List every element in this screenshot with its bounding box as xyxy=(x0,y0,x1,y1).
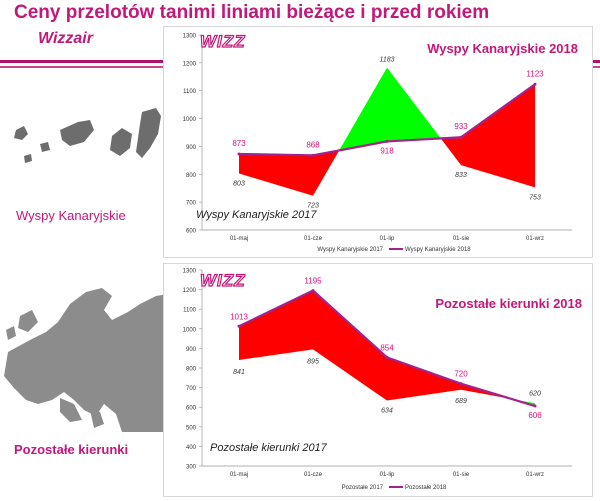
y-tick-label: 1200 xyxy=(183,61,197,67)
difference-area xyxy=(239,153,313,196)
y-tick-label: 700 xyxy=(186,201,197,207)
series-2018-point xyxy=(459,382,463,386)
x-tick-label: 01-maj xyxy=(230,472,248,478)
x-tick-label: 01-wrz xyxy=(526,236,544,242)
data-label-2017: 833 xyxy=(455,172,467,179)
difference-area xyxy=(461,84,535,188)
legend-item-2018: Pozostałe 2018 xyxy=(405,485,447,491)
y-tick-label: 400 xyxy=(186,445,197,451)
x-tick-label: 01-wrz xyxy=(526,472,544,478)
data-label-2018: 854 xyxy=(380,343,394,352)
slide-subtitle: Wizzair xyxy=(38,30,93,47)
y-tick-label: 900 xyxy=(186,145,197,151)
legend-item-2018: Wyspy Kanaryjskie 2018 xyxy=(405,247,471,253)
y-tick-label: 1000 xyxy=(183,327,197,333)
chart-canary-islands: 600 700 800 900 1000 1100 1200 1300 803 723 1183 83… xyxy=(163,26,593,258)
series-2018-point xyxy=(237,324,241,328)
chart-other-svg: 300 400 500 600 700 800 900 1000 1100 1200 1300 841… xyxy=(183,269,582,492)
slide-title: Ceny przelotów tanimi liniami bieżące i … xyxy=(14,2,490,23)
series-2018-point xyxy=(533,404,537,408)
y-tick-label: 1100 xyxy=(183,308,197,314)
series-2018-point xyxy=(533,82,537,86)
chart-title: Wyspy Kanaryjskie 2018 xyxy=(427,41,578,56)
data-label-2017: 895 xyxy=(307,358,319,365)
series-2018-point xyxy=(385,355,389,359)
x-tick-label: 01-cze xyxy=(304,472,323,478)
data-label-2018: 933 xyxy=(454,122,468,131)
data-label-2017: 689 xyxy=(455,398,467,405)
y-tick-label: 800 xyxy=(186,173,197,179)
wizz-logo: WIZZ xyxy=(200,32,246,51)
legend-item-2017: Pozostałe 2017 xyxy=(342,485,384,491)
region-label-other: Pozostałe kierunki xyxy=(14,442,129,457)
chart-title: Pozostałe kierunki 2018 xyxy=(435,296,582,311)
europe-map-icon xyxy=(4,288,168,432)
y-tick-label: 700 xyxy=(186,386,197,392)
y-tick-label: 300 xyxy=(186,465,197,471)
y-tick-label: 1300 xyxy=(183,269,197,275)
series-2018-point xyxy=(459,135,463,139)
y-tick-label: 1300 xyxy=(183,34,197,40)
series-2018-point xyxy=(237,152,241,156)
y-tick-label: 1200 xyxy=(183,288,197,294)
region-label-canary: Wyspy Kanaryjskie xyxy=(16,208,126,223)
data-label-2017: 803 xyxy=(233,180,245,187)
y-tick-label: 900 xyxy=(186,347,197,353)
difference-area xyxy=(387,357,461,401)
series-2017-note: Wyspy Kanaryjskie 2017 xyxy=(196,209,317,221)
data-label-2017: 723 xyxy=(307,203,319,210)
data-label-2018: 873 xyxy=(232,139,246,148)
x-tick-label: 01-lip xyxy=(380,472,395,478)
data-label-2017: 634 xyxy=(381,408,393,415)
x-tick-label: 01-cze xyxy=(304,236,323,242)
data-label-2018: 720 xyxy=(454,370,468,379)
series-2018-point xyxy=(311,289,315,293)
x-tick-label: 01-lip xyxy=(380,236,395,242)
chart-canary-svg: 600 700 800 900 1000 1100 1200 1300 803 723 1183 83… xyxy=(183,31,578,253)
data-label-2018: 1123 xyxy=(526,69,544,78)
x-tick-label: 01-sie xyxy=(453,472,470,478)
y-tick-label: 600 xyxy=(186,229,197,235)
y-tick-label: 800 xyxy=(186,367,197,373)
series-2018-point xyxy=(311,153,315,157)
data-label-2018: 1013 xyxy=(230,312,248,321)
data-label-2017: 620 xyxy=(529,390,541,397)
chart-other-destinations: 300 400 500 600 700 800 900 1000 1100 1200 1300 841… xyxy=(163,263,593,497)
y-tick-label: 500 xyxy=(186,425,197,431)
x-tick-label: 01-sie xyxy=(453,236,470,242)
difference-area xyxy=(239,290,313,360)
data-label-2017: 753 xyxy=(529,194,541,201)
data-label-2018: 1195 xyxy=(304,277,322,286)
difference-area xyxy=(313,290,387,401)
y-tick-label: 1000 xyxy=(183,117,197,123)
series-2018-point xyxy=(385,139,389,143)
data-label-2018: 868 xyxy=(306,140,320,149)
difference-area xyxy=(313,150,340,196)
x-tick-label: 01-maj xyxy=(230,236,248,242)
wizz-logo: WIZZ xyxy=(200,271,246,290)
y-tick-label: 1100 xyxy=(183,89,197,95)
data-label-2017: 1183 xyxy=(379,57,394,64)
canary-islands-map-icon xyxy=(14,108,161,163)
data-label-2018: 606 xyxy=(528,411,542,420)
y-tick-label: 600 xyxy=(186,406,197,412)
difference-area xyxy=(387,67,441,142)
series-2017-note: Pozostałe kierunki 2017 xyxy=(210,442,328,454)
difference-area xyxy=(440,137,461,166)
data-label-2017: 841 xyxy=(233,369,245,376)
difference-area xyxy=(461,383,512,400)
data-label-2018: 918 xyxy=(380,146,394,155)
difference-area xyxy=(339,67,387,151)
legend-item-2017: Wyspy Kanaryjskie 2017 xyxy=(317,247,383,253)
